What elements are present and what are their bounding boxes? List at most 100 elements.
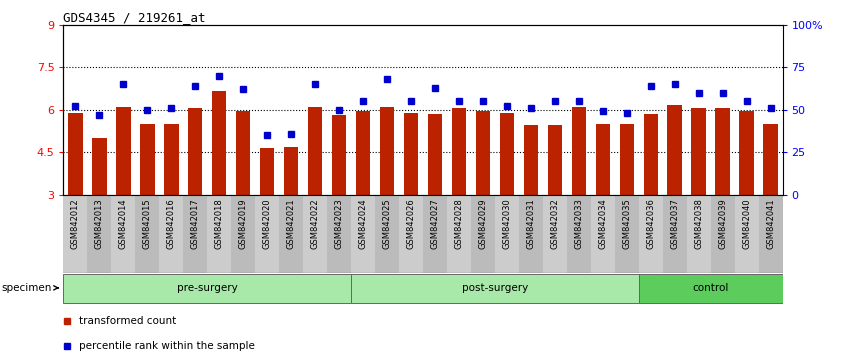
Bar [452,108,466,195]
Text: GSM842025: GSM842025 [382,199,392,249]
Bar [212,91,227,195]
Bar [763,124,777,195]
Text: GSM842034: GSM842034 [598,199,607,249]
Bar [184,195,207,273]
Bar [332,115,346,195]
Bar [447,195,471,273]
Bar [92,138,107,195]
Bar [308,107,322,195]
Text: percentile rank within the sample: percentile rank within the sample [80,341,255,351]
Bar [495,195,519,273]
Bar [63,195,87,273]
Bar [644,114,658,195]
Bar [135,195,159,273]
Text: GSM842027: GSM842027 [431,199,439,249]
Text: GSM842040: GSM842040 [742,199,751,249]
Bar [351,274,639,303]
Text: GSM842029: GSM842029 [479,199,487,249]
Text: GSM842015: GSM842015 [143,199,151,249]
Bar [711,195,734,273]
Text: GSM842018: GSM842018 [215,199,223,249]
Text: GSM842024: GSM842024 [359,199,367,249]
Text: GSM842038: GSM842038 [695,199,703,250]
Bar [739,111,754,195]
Bar [236,111,250,195]
Text: GSM842031: GSM842031 [526,199,536,249]
Text: GSM842014: GSM842014 [119,199,128,249]
Text: control: control [693,283,728,293]
Bar [140,124,155,195]
Bar [687,195,711,273]
Text: GSM842030: GSM842030 [503,199,511,249]
Bar [380,107,394,195]
Text: GSM842013: GSM842013 [95,199,104,249]
Text: GDS4345 / 219261_at: GDS4345 / 219261_at [63,11,206,24]
Bar [734,195,759,273]
Bar [260,148,274,195]
Text: GSM842026: GSM842026 [407,199,415,249]
Bar [255,195,279,273]
Bar [116,107,130,195]
Text: specimen: specimen [1,283,58,293]
Text: GSM842039: GSM842039 [718,199,727,249]
Bar [619,124,634,195]
Bar [519,195,543,273]
Text: transformed count: transformed count [80,316,177,326]
Bar [164,124,179,195]
Bar [691,108,706,195]
Text: GSM842019: GSM842019 [239,199,248,249]
Bar [471,195,495,273]
Text: pre-surgery: pre-surgery [177,283,238,293]
Bar [572,107,586,195]
Text: GSM842032: GSM842032 [551,199,559,249]
Bar [543,195,567,273]
Bar [404,113,418,195]
Bar [303,195,327,273]
Text: post-surgery: post-surgery [462,283,528,293]
Text: GSM842021: GSM842021 [287,199,295,249]
Bar [188,108,202,195]
Bar [615,195,639,273]
Bar [69,113,83,195]
Bar [112,195,135,273]
Bar [159,195,184,273]
Text: GSM842028: GSM842028 [454,199,464,249]
Text: GSM842036: GSM842036 [646,199,655,250]
Bar [356,111,371,195]
Bar [591,195,615,273]
Bar [207,195,231,273]
Bar [567,195,591,273]
Bar [351,195,375,273]
Text: GSM842016: GSM842016 [167,199,176,249]
Bar [596,124,610,195]
Text: GSM842020: GSM842020 [263,199,272,249]
Bar [547,125,562,195]
Bar [759,195,783,273]
Bar [399,195,423,273]
Text: GSM842035: GSM842035 [623,199,631,249]
Bar [87,195,112,273]
Bar [423,195,447,273]
Bar [428,114,442,195]
Bar [662,195,687,273]
Bar [279,195,303,273]
Bar [327,195,351,273]
Bar [375,195,399,273]
Bar [63,274,351,303]
Bar [667,105,682,195]
Text: GSM842012: GSM842012 [71,199,80,249]
Bar [524,125,538,195]
Text: GSM842041: GSM842041 [766,199,775,249]
Bar [284,147,299,195]
Text: GSM842023: GSM842023 [335,199,343,249]
Bar [716,108,730,195]
Bar [639,274,783,303]
Text: GSM842017: GSM842017 [191,199,200,249]
Bar [500,113,514,195]
Bar [475,111,490,195]
Bar [639,195,662,273]
Bar [231,195,255,273]
Text: GSM842033: GSM842033 [574,199,583,250]
Text: GSM842037: GSM842037 [670,199,679,250]
Text: GSM842022: GSM842022 [310,199,320,249]
